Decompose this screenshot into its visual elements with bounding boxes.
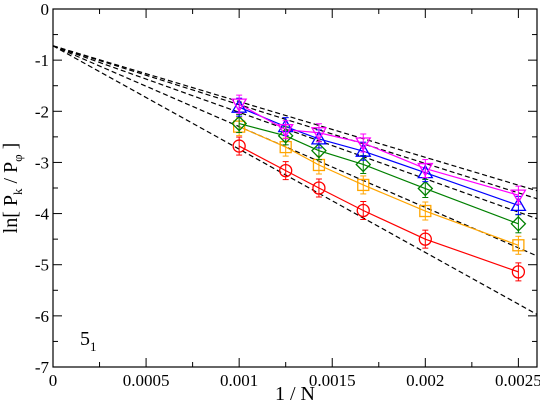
series-curve-circle (238, 145, 519, 273)
series-curve-square (238, 126, 519, 246)
x-tick-label: 0.0005 (123, 371, 170, 390)
x-tick-label: 0.0025 (495, 371, 540, 390)
data-point-square (357, 178, 370, 192)
data-point-circle (279, 163, 293, 178)
y-tick-label: -2 (35, 102, 49, 121)
data-point-circle (511, 265, 526, 279)
x-tick-label: 0.0015 (309, 371, 356, 390)
y-tick-label: -3 (35, 153, 49, 172)
y-tick-label: 0 (41, 0, 50, 19)
data-point-diamond (231, 115, 248, 132)
data-point-triangle-up (355, 142, 372, 157)
axis-ticks (52, 8, 537, 368)
fit-line (53, 45, 537, 200)
data-point-square (419, 204, 432, 218)
data-point-triangle-up (310, 130, 328, 145)
x-tick-label: 0.002 (406, 371, 444, 390)
y-tick-label: -4 (35, 205, 50, 224)
data-point-diamond (311, 142, 327, 159)
series-curve-triangle-up (238, 106, 519, 206)
x-tick-label: 0 (49, 371, 58, 390)
y-tick-label: -1 (35, 51, 49, 70)
data-point-triangle-down (231, 98, 248, 113)
series-markers (231, 94, 527, 282)
series-curves (238, 103, 519, 273)
plot-frame (52, 8, 538, 368)
data-point-triangle-down (277, 124, 294, 138)
x-tick-label: 0.001 (220, 371, 258, 390)
x-axis-label: 1 / N (275, 383, 315, 403)
fit-line (53, 45, 537, 315)
axis-tick-labels: 0 0.0005 0.001 0.0015 0.002 0.0025 0 -1 -2 -3 -4 -5… (35, 0, 540, 390)
data-point-circle (356, 203, 370, 218)
fit-line (53, 45, 537, 220)
fit-line (53, 45, 537, 257)
y-tick-label: -6 (35, 307, 49, 326)
fit-lines (53, 45, 537, 315)
data-point-triangle-up (510, 197, 527, 212)
series-curve-diamond (239, 122, 519, 225)
data-point-triangle-down (417, 162, 434, 177)
data-point-diamond (510, 215, 527, 232)
data-point-square (512, 239, 525, 252)
y-tick-label: -7 (35, 358, 50, 377)
fit-line (53, 45, 537, 192)
knot-type-annotation: 51 (80, 328, 97, 354)
data-point-triangle-down (510, 189, 527, 204)
data-point-diamond (355, 156, 372, 173)
data-point-circle (418, 232, 432, 246)
data-point-circle (232, 139, 246, 153)
y-axis-label: ln[ Pk / Pφ ] (0, 143, 25, 234)
y-tick-label: -5 (35, 256, 49, 275)
series-curve-triangle-down (238, 103, 519, 196)
data-point-diamond (417, 180, 434, 197)
data-point-diamond (277, 127, 294, 144)
data-point-triangle-down (310, 127, 328, 142)
data-point-circle (312, 181, 326, 195)
data-point-triangle-down (355, 137, 372, 152)
